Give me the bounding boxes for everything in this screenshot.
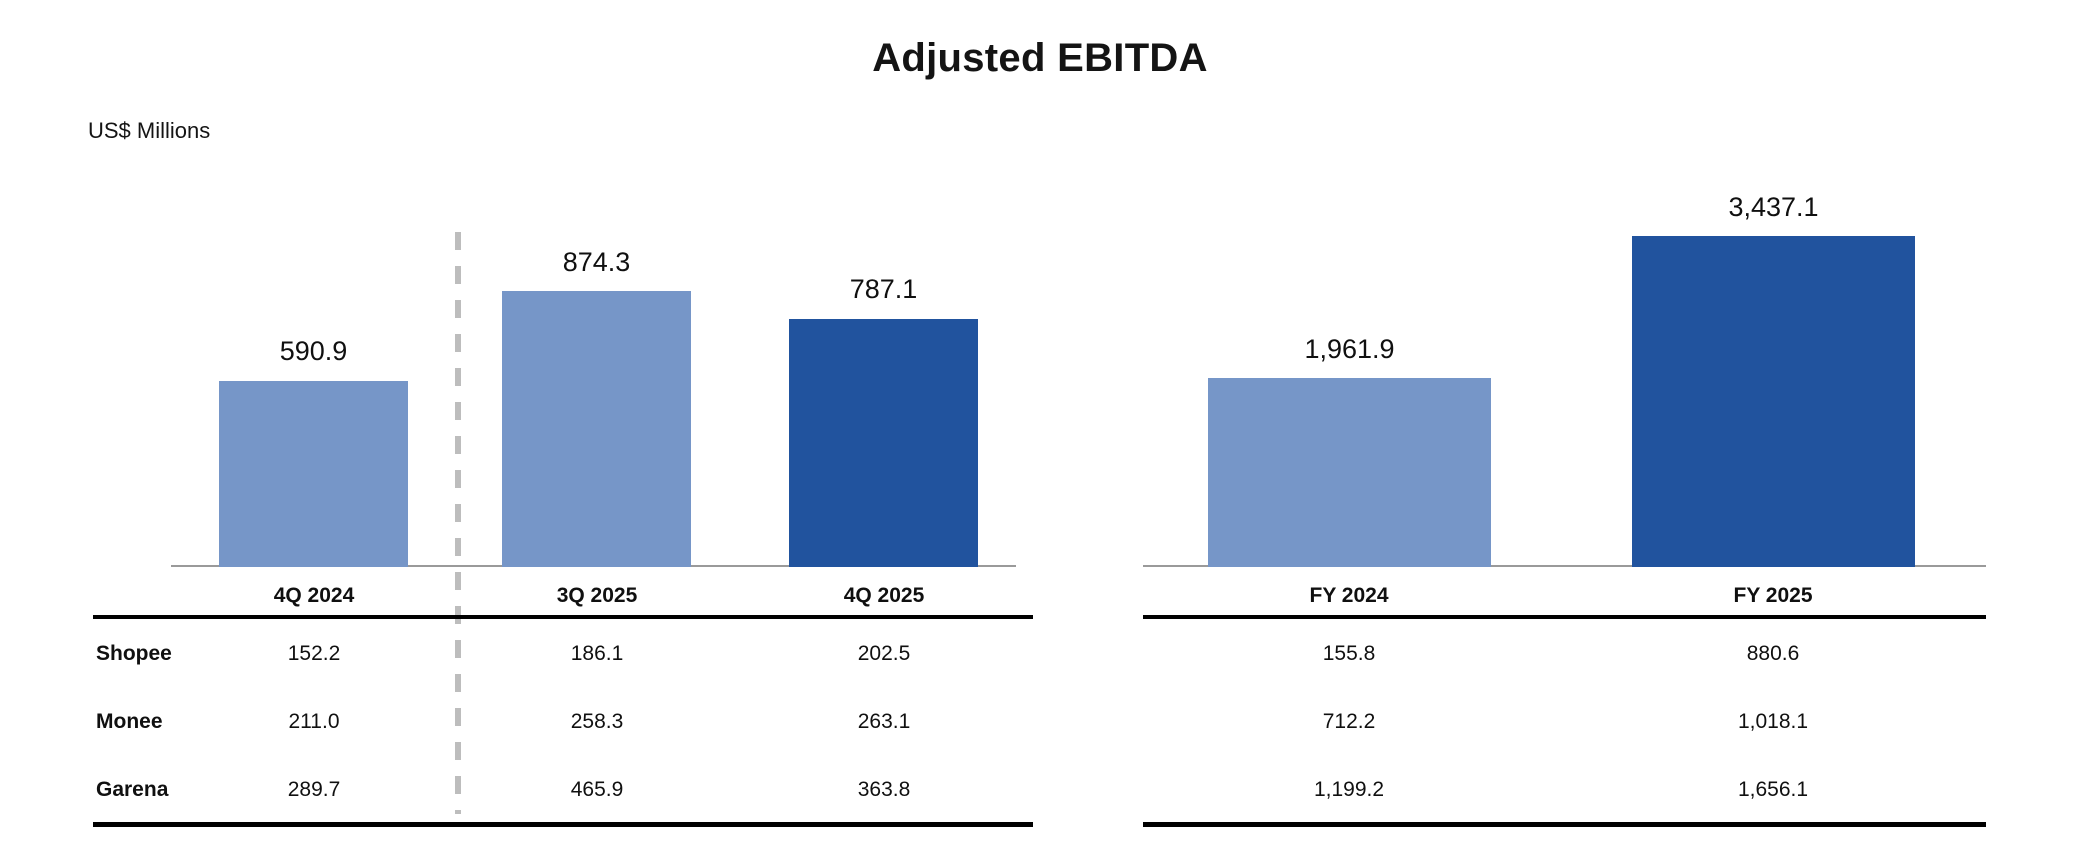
bar-value-label-fy-2024: 1,961.9 [1304,334,1395,365]
quarterly-table-top-border [93,615,1033,619]
cell-garena-fy-2025: 1,656.1 [1737,778,1809,801]
bar-value-label-fy-2025: 3,437.1 [1728,191,1819,222]
cell-monee-3q-2025: 258.3 [570,710,624,733]
units-label: US$ Millions [88,118,211,143]
bar-rect-3q-2025 [502,291,691,567]
period-separator-dashed-line [455,232,461,814]
bar-rect-fy-2024 [1208,378,1491,567]
bar-rect-fy-2025 [1632,236,1915,567]
x-label-3q-2025: 3Q 2025 [556,584,638,607]
bar-value-label-4q-2025: 787.1 [849,274,918,305]
bar-rect-4q-2024 [219,380,408,567]
full-year-table-bottom-border [1143,822,1986,827]
x-label-4q-2025: 4Q 2025 [843,584,925,607]
full-year-table-top-border [1143,615,1986,619]
cell-shopee-fy-2025: 880.6 [1746,642,1800,665]
cell-shopee-fy-2024: 155.8 [1322,642,1376,665]
bar-group-3q-2025: 874.3 [502,140,691,567]
cell-garena-fy-2024: 1,199.2 [1313,778,1385,801]
quarterly-table-bottom-border [93,822,1033,827]
chart-title: Adjusted EBITDA [872,36,1208,80]
cell-monee-fy-2025: 1,018.1 [1737,710,1809,733]
x-label-fy-2025: FY 2025 [1733,584,1813,607]
bar-rect-4q-2025 [789,318,978,567]
full-year-x-axis-line [1143,565,1986,567]
cell-shopee-4q-2024: 152.2 [287,642,341,665]
x-label-4q-2024: 4Q 2024 [273,584,355,607]
cell-shopee-3q-2025: 186.1 [570,642,624,665]
row-label-shopee: Shopee [96,642,172,665]
bar-group-fy-2024: 1,961.9 [1208,140,1491,567]
bar-value-label-4q-2024: 590.9 [279,336,348,367]
cell-monee-fy-2024: 712.2 [1322,710,1376,733]
cell-garena-3q-2025: 465.9 [570,778,624,801]
cell-monee-4q-2025: 263.1 [857,710,911,733]
bar-group-fy-2025: 3,437.1 [1632,140,1915,567]
bar-group-4q-2025: 787.1 [789,140,978,567]
cell-garena-4q-2025: 363.8 [857,778,911,801]
cell-monee-4q-2024: 211.0 [288,710,340,733]
cell-garena-4q-2024: 289.7 [287,778,341,801]
cell-shopee-4q-2025: 202.5 [857,642,911,665]
row-label-monee: Monee [96,710,163,733]
bar-group-4q-2024: 590.9 [219,140,408,567]
bar-value-label-3q-2025: 874.3 [562,246,631,277]
x-label-fy-2024: FY 2024 [1309,584,1389,607]
row-label-garena: Garena [96,778,169,801]
